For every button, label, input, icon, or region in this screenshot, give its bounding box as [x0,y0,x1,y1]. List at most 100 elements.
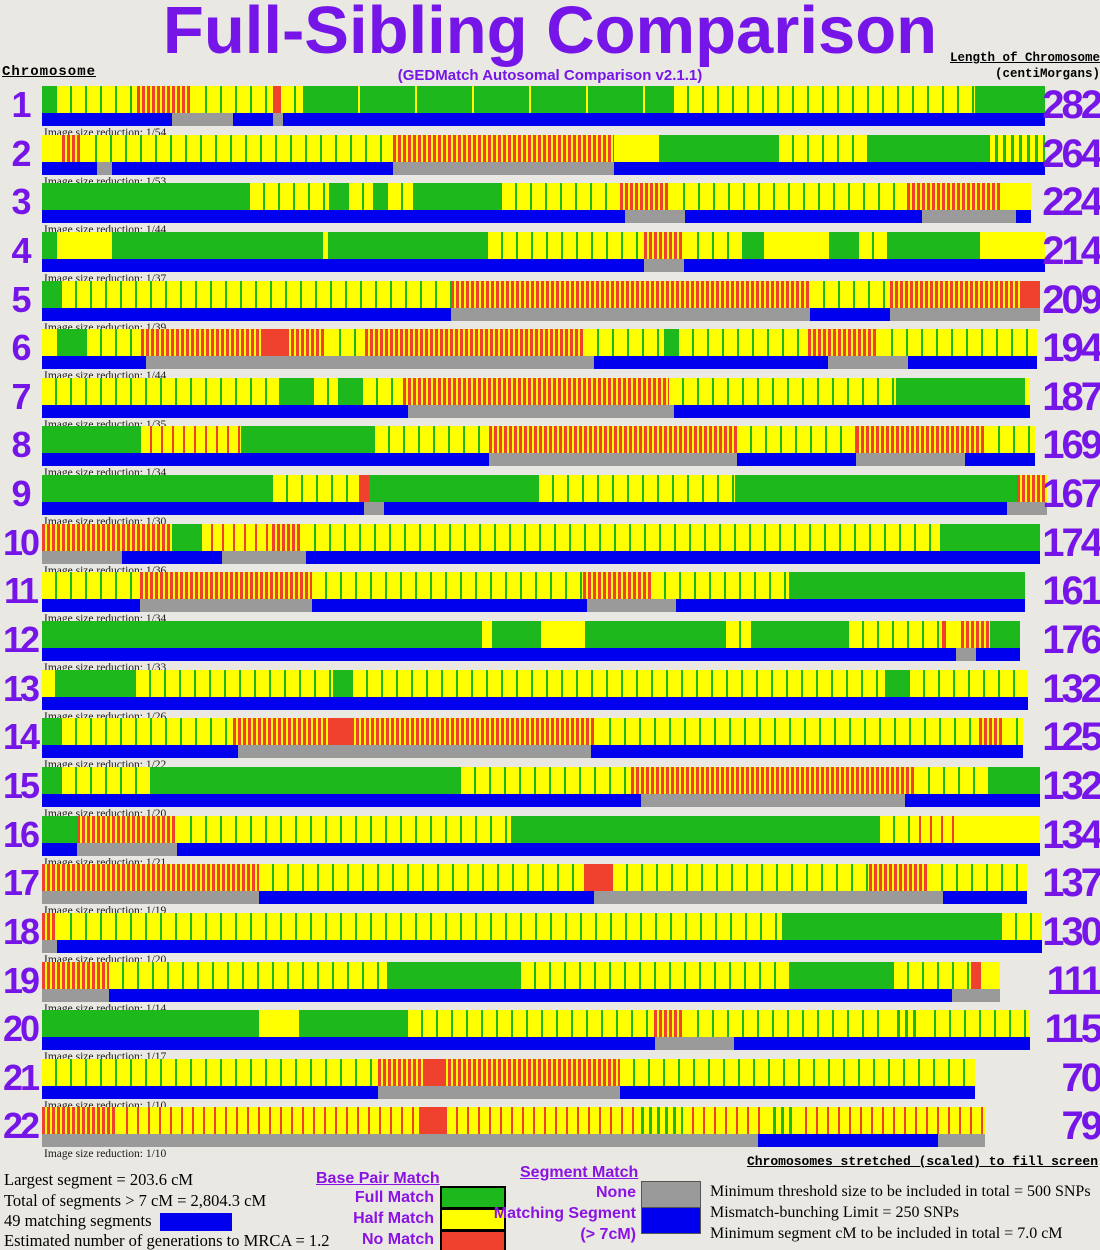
segment-YG [135,669,333,697]
base-pair-match-bar [42,329,1037,357]
segment-B [42,502,364,516]
segment-G [279,377,314,405]
segment-YG [82,134,394,162]
segment-RY [271,523,302,551]
segment-RY [654,1010,685,1038]
chromosome-length-cm: 214 [1042,228,1100,273]
segment-RY [488,426,738,454]
segment-YG [810,280,891,308]
segment-RY [233,718,332,746]
segment-G [781,912,1002,940]
segment-N [140,599,313,613]
length-header-line1: Length of Chromosome [949,51,1100,65]
segment-G [789,961,895,989]
segment-G [42,718,62,746]
chromosome-number: 6 [11,327,31,369]
chromosome-length-cm: 161 [1042,569,1100,614]
segment-B [737,453,857,467]
segment-YG [683,231,745,259]
chromosome-row-11: 11 Image size reduction: 1/34 161 [0,569,1100,625]
segment-YG [596,718,979,746]
segment-YG [915,766,991,794]
segment-G [42,475,274,503]
chromosome-number: 20 [2,1008,40,1050]
segment-YG [928,864,1027,892]
segment-RY [42,961,110,989]
chromosome-bars [42,426,1035,467]
base-pair-match-bar [42,1010,1030,1038]
segment-N [238,745,592,759]
chromosome-length-cm: 209 [1042,277,1100,322]
chromosome-row-2: 2 Image size reduction: 1/53 264 [0,132,1100,188]
chromosome-bars [42,475,1047,516]
chromosome-column-header: Chromosome [2,64,97,80]
segment-YG [249,183,329,211]
segment-match-bar [42,550,1040,564]
segment-B [109,988,952,1002]
segment-YG [61,718,234,746]
segment-Y [960,815,1040,843]
segment-YG [363,377,403,405]
segment-B [176,842,1040,856]
segment-G [42,1010,260,1038]
note-min-segment: Minimum segment cM to be included in tot… [710,1225,1063,1242]
chromosome-number: 17 [2,862,40,904]
chromosome-length-cm: 125 [1042,715,1100,760]
segment-match-bar [42,891,1027,905]
base-pair-match-bar [42,475,1047,503]
segment-N [827,356,908,370]
segment-RY [141,329,261,357]
segment-YG [109,961,387,989]
segment-G [56,669,136,697]
chromosome-row-9: 9 Image size reduction: 1/30 167 [0,472,1100,528]
chromosome-length-cm: 70 [1061,1055,1100,1100]
segment-N [625,210,685,224]
chromosome-row-12: 12 Image size reduction: 1/33 176 [0,618,1100,674]
segment-YG [877,329,1037,357]
segment-RY [582,572,652,600]
segment-G [491,621,541,649]
segment-B [42,1037,655,1051]
segment-R [583,864,614,892]
chromosome-bars [42,864,1027,905]
segment-B [683,258,1045,272]
segment-B [613,161,1045,175]
segment-G [663,329,679,357]
chromosome-number: 3 [11,181,31,223]
segment-RY [961,621,991,649]
chromosome-row-3: 3 Image size reduction: 1/44 224 [0,180,1100,236]
segment-B [594,356,828,370]
segment-N [643,258,684,272]
chromosome-length-cm: 194 [1042,326,1100,371]
chromosome-row-5: 5 Image size reduction: 1/39 209 [0,277,1100,334]
matching-segment-swatch [159,1213,232,1232]
segment-YG [501,183,621,211]
segment-G [735,475,1017,503]
segment-RY [42,523,172,551]
segment-YG [258,864,584,892]
segment-RY [451,280,811,308]
segment-Y [57,231,113,259]
segment-match-bar [42,453,1035,467]
segment-G [42,231,58,259]
chromosome-number: 21 [2,1056,40,1098]
chromosome-length-cm: 174 [1042,520,1100,565]
segment-none-swatch [641,1181,701,1208]
base-pair-match-bar [42,864,1027,892]
chromosome-row-13: 13 Image size reduction: 1/26 132 [0,667,1100,723]
segment-B [905,793,1040,807]
segment-RY [808,329,878,357]
chromosome-length-cm: 224 [1042,180,1100,225]
segment-YG [909,669,1028,697]
chromosome-row-20: 20 Image size reduction: 1/17 115 [0,1007,1100,1063]
segment-none-label: None [596,1184,636,1201]
segment-N [890,307,1040,321]
chromosome-bars [42,961,1000,1002]
chromosome-bars [42,86,1045,126]
segment-Y [322,231,328,259]
segment-B [1016,210,1031,224]
segment-YR [910,815,961,843]
base-pair-match-bar [42,718,1023,746]
segment-B [42,258,644,272]
chromosome-length-cm: 134 [1042,812,1100,857]
